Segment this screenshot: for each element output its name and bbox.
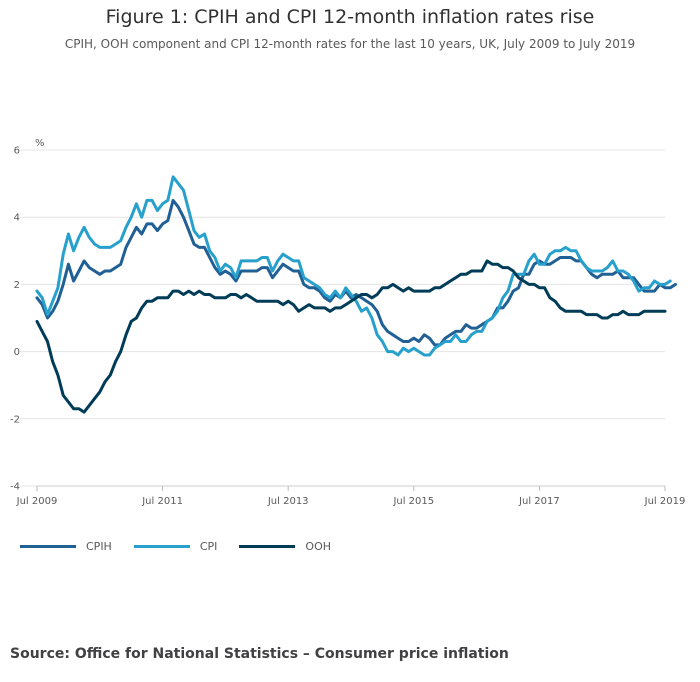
x-axis: Jul 2009 Jul 2011 Jul 2013 Jul 2015 Jul 2017… <box>16 485 686 507</box>
x-tick-label-2: Jul 2013 <box>267 496 309 507</box>
legend-item-cpih: CPIH <box>20 540 112 553</box>
legend: CPIH CPI OOH <box>20 540 353 553</box>
y-axis: -4 -2 0 2 4 6 <box>10 146 20 493</box>
grid <box>20 149 665 487</box>
series-lines <box>35 175 677 414</box>
x-tick-label-5: Jul 2019 <box>644 496 686 507</box>
x-tick-label-0: Jul 2009 <box>16 496 58 507</box>
y-tick-label-4: 4 <box>14 213 20 224</box>
legend-label-cpih: CPIH <box>86 540 112 553</box>
legend-swatch-cpi <box>133 545 190 548</box>
legend-item-ooh: OOH <box>239 540 331 553</box>
y-tick-label-3: 2 <box>14 280 20 291</box>
chart-subtitle: CPIH, OOH component and CPI 12-month rat… <box>64 37 636 51</box>
y-tick-label-2: 0 <box>14 347 20 358</box>
y-tick-label-5: 6 <box>14 146 20 157</box>
legend-label-ooh: OOH <box>305 540 331 553</box>
series-line-cpih <box>35 198 677 347</box>
x-tick-label-3: Jul 2015 <box>392 496 434 507</box>
legend-item-cpi: CPI <box>133 540 218 553</box>
series-line-cpi <box>35 175 672 357</box>
y-tick-label-1: -2 <box>10 414 20 425</box>
x-tick-label-1: Jul 2011 <box>141 496 183 507</box>
series-line-ooh <box>35 259 667 414</box>
y-axis-unit-label: % <box>35 138 45 149</box>
legend-swatch-cpih <box>20 545 76 548</box>
legend-swatch-ooh <box>239 545 296 548</box>
source-note: Source: Office for National Statistics –… <box>10 646 509 662</box>
legend-label-cpi: CPI <box>199 540 218 553</box>
chart-title: Figure 1: CPIH and CPI 12-month inflatio… <box>105 6 595 28</box>
x-tick-label-4: Jul 2017 <box>518 496 560 507</box>
y-tick-label-0: -4 <box>10 482 20 493</box>
